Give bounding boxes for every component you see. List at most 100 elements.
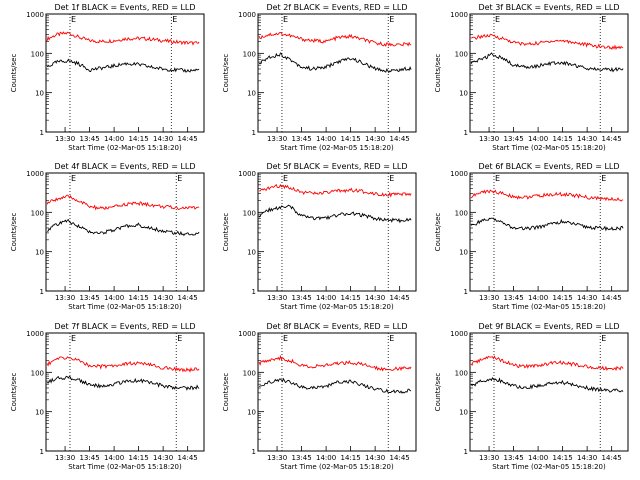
x-tick-label: 14:45 [390,454,410,462]
x-tick-label: 14:00 [528,454,548,462]
event-marker-label: E [71,15,76,24]
y-tick-label: 10 [35,409,44,417]
y-tick-label: 100 [243,369,256,377]
y-axis-label: Counts/sec [10,54,18,93]
y-tick-label: 1000 [26,330,44,338]
x-tick-label: 14:45 [178,135,198,143]
series-lld-line [46,194,200,211]
x-tick-label: 14:45 [602,454,622,462]
y-tick-label: 10 [247,249,256,257]
x-axis-label: Start Time (02-Mar-05 15:18:20) [68,303,182,311]
y-tick-label: 1000 [238,11,256,19]
x-tick-label: 14:30 [577,294,597,302]
plot-frame [257,172,417,292]
y-tick-label: 1 [252,288,256,296]
x-tick-label: 14:30 [365,135,385,143]
chart-title: Det 8f BLACK = Events, RED = LLD [266,322,407,331]
event-marker-label: E [389,174,394,183]
x-tick-label: 13:30 [267,454,287,462]
x-tick-label: 14:15 [341,294,361,302]
series-events-line [258,377,412,394]
chart-panel: Det 4f BLACK = Events, RED = LLD 1 10 100 10… [10,162,205,311]
event-marker-label: E [283,15,288,24]
x-tick-label: 13:30 [267,294,287,302]
chart-panel: Det 7f BLACK = Events, RED = LLD 1 10 100 10… [10,322,205,471]
x-tick-label: 14:30 [153,294,173,302]
x-tick-label: 14:00 [528,135,548,143]
y-tick-label: 1 [464,288,468,296]
event-marker-label: E [389,334,394,343]
event-marker-label: E [601,174,606,183]
y-tick-label: 1000 [450,11,468,19]
series-lld-line [470,355,624,372]
chart-title: Det 3f BLACK = Events, RED = LLD [478,3,619,12]
plot-frame [45,13,205,133]
x-tick-label: 13:30 [479,454,499,462]
plot-frame [469,172,629,292]
chart-title: Det 4f BLACK = Events, RED = LLD [54,162,195,171]
y-tick-label: 100 [243,209,256,217]
event-marker-label: E [495,334,500,343]
plot-frame [45,172,205,292]
chart-panel: Det 1f BLACK = Events, RED = LLD 1 10 100 10… [10,3,205,152]
y-tick-label: 100 [243,50,256,58]
x-tick-label: 14:15 [129,454,149,462]
series-lld-line [258,354,412,372]
y-tick-label: 10 [35,249,44,257]
y-tick-label: 100 [31,50,44,58]
series-events-line [47,218,200,237]
y-tick-label: 1000 [238,170,256,178]
x-tick-label: 14:00 [104,135,124,143]
event-marker-label: E [71,334,76,343]
y-axis-label: Counts/sec [10,373,18,412]
series-events-line [470,52,624,73]
y-tick-label: 10 [247,90,256,98]
event-marker-label: E [601,334,606,343]
series-lld-line [470,189,624,202]
y-tick-label: 1000 [26,170,44,178]
y-tick-label: 1 [40,288,44,296]
y-axis-label: Counts/sec [222,213,230,252]
x-tick-label: 14:00 [104,294,124,302]
y-axis-label: Counts/sec [222,373,230,412]
y-tick-label: 100 [455,209,468,217]
y-tick-label: 1 [40,448,44,456]
y-tick-label: 1000 [450,170,468,178]
x-tick-label: 14:45 [602,294,622,302]
x-tick-label: 13:45 [291,294,311,302]
series-lld-line [259,183,412,198]
x-tick-label: 14:30 [577,454,597,462]
event-marker-label: E [283,334,288,343]
event-marker-label: E [495,15,500,24]
chart-title: Det 2f BLACK = Events, RED = LLD [266,3,407,12]
chart-title: Det 6f BLACK = Events, RED = LLD [478,162,619,171]
x-tick-label: 14:15 [553,454,573,462]
plot-frame [45,332,205,452]
x-tick-label: 14:00 [316,454,336,462]
series-lld-line [46,31,200,46]
x-tick-label: 14:30 [153,135,173,143]
series-lld-line [46,356,200,373]
event-marker-label: E [71,174,76,183]
x-tick-label: 14:45 [178,294,198,302]
y-tick-label: 1 [464,129,468,137]
x-axis-label: Start Time (02-Mar-05 15:18:20) [68,144,182,152]
x-tick-label: 14:15 [129,135,149,143]
x-tick-label: 14:30 [577,135,597,143]
x-axis-label: Start Time (02-Mar-05 15:18:20) [68,463,182,471]
x-tick-label: 14:15 [553,294,573,302]
plot-frame [257,13,417,133]
y-tick-label: 100 [455,50,468,58]
x-tick-label: 13:30 [267,135,287,143]
x-axis-label: Start Time (02-Mar-05 15:18:20) [280,303,394,311]
x-tick-label: 14:30 [153,454,173,462]
event-marker-label: E [177,174,182,183]
chart-title: Det 9f BLACK = Events, RED = LLD [478,322,619,331]
x-axis-label: Start Time (02-Mar-05 15:18:20) [280,144,394,152]
event-marker-label: E [172,15,177,24]
x-tick-label: 13:45 [79,294,99,302]
x-tick-label: 13:45 [503,294,523,302]
x-tick-label: 13:45 [79,454,99,462]
series-events-line [258,204,412,224]
